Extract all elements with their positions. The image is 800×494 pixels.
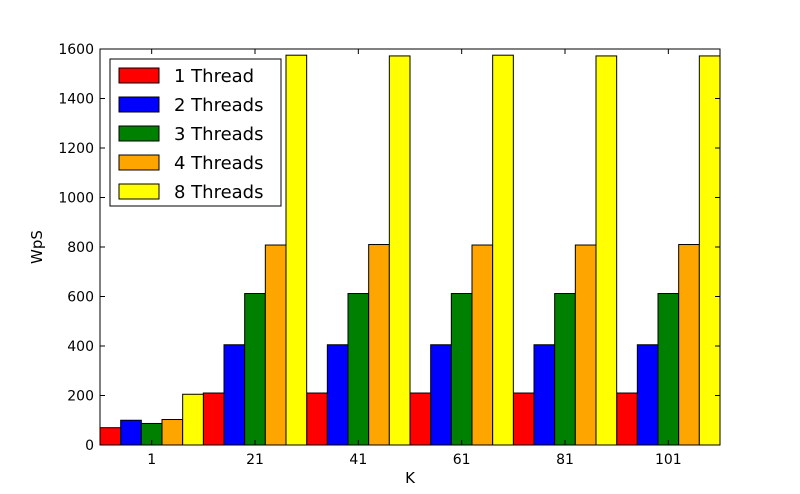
legend-label: 2 Threads <box>174 95 264 116</box>
bar-3-61 <box>450 293 473 446</box>
x-tick-label: 81 <box>556 452 574 468</box>
bar-5-41 <box>388 55 411 446</box>
legend-label: 3 Threads <box>174 124 264 145</box>
bar-2-21 <box>223 344 246 446</box>
bar-4-1 <box>161 419 184 446</box>
legend-label: 1 Thread <box>174 66 254 87</box>
legend-swatch <box>118 125 160 142</box>
bars-group <box>99 54 721 446</box>
x-tick-label: 41 <box>349 452 367 468</box>
bar-2-81 <box>533 344 556 446</box>
bar-1-81 <box>512 392 535 446</box>
y-tick-label: 600 <box>67 290 94 306</box>
bar-5-61 <box>492 54 514 446</box>
bar-4-41 <box>368 244 390 446</box>
bar-1-21 <box>202 392 225 446</box>
bar-3-21 <box>244 293 266 446</box>
bar-4-81 <box>574 244 597 446</box>
y-tick-label: 0 <box>85 438 94 454</box>
bar-5-101 <box>698 55 721 446</box>
bar-4-61 <box>471 244 494 446</box>
x-axis-label: K <box>405 469 416 487</box>
x-tick-label: 101 <box>655 452 682 468</box>
bar-3-41 <box>347 293 370 446</box>
bar-5-81 <box>595 55 618 446</box>
x-tick-label: 1 <box>147 452 156 468</box>
legend: 1 Thread 2 Threads 3 Threads 4 Threads 8 Thr… <box>109 58 282 207</box>
x-tick-label: 21 <box>246 452 264 468</box>
y-tick-label: 1400 <box>58 92 94 108</box>
bar-1-41 <box>306 392 328 446</box>
bar-2-41 <box>326 344 349 446</box>
bar-4-21 <box>264 244 287 446</box>
y-tick-label: 1000 <box>58 191 94 207</box>
bar-3-101 <box>657 293 680 446</box>
bar-2-101 <box>636 344 659 446</box>
bar-2-61 <box>430 344 452 446</box>
y-tick-label: 1200 <box>58 141 94 157</box>
legend-swatch <box>118 96 160 113</box>
y-tick-label: 1600 <box>58 42 94 58</box>
y-tick-label: 200 <box>67 389 94 405</box>
y-axis: 0 200 400 600 800 1000 1200 1400 1600 <box>58 42 720 454</box>
bar-1-61 <box>409 392 432 446</box>
y-tick-label: 800 <box>67 240 94 256</box>
bar-1-101 <box>616 392 638 446</box>
legend-swatch <box>118 154 160 171</box>
legend-label: 8 Threads <box>174 182 264 203</box>
bar-5-1 <box>182 393 204 446</box>
bar-1-1 <box>99 427 122 446</box>
y-axis-label: WpS <box>28 230 46 264</box>
legend-swatch <box>118 67 160 84</box>
x-axis: 1 21 41 61 81 101 <box>147 49 682 468</box>
bar-5-21 <box>285 54 308 446</box>
bar-4-101 <box>678 244 700 446</box>
y-tick-label: 400 <box>67 339 94 355</box>
bar-2-1 <box>120 419 142 446</box>
legend-label: 4 Threads <box>174 153 264 174</box>
bar-3-81 <box>554 293 576 446</box>
x-tick-label: 61 <box>453 452 471 468</box>
legend-swatch <box>118 183 160 200</box>
